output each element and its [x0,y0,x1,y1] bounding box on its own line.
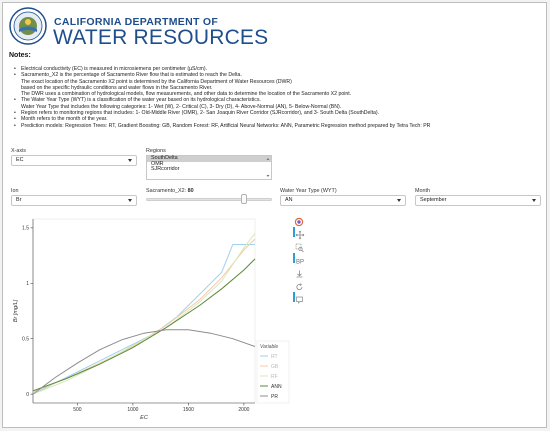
x-tick-label: 500 [73,407,82,413]
legend-label-gb[interactable]: GB [271,364,279,370]
notes-list: Electrical conductivity (EC) is measured… [12,66,541,129]
regions-option-southdelta[interactable]: SouthDelta [147,155,271,162]
note-item: Month refers to the month of the year. [14,116,541,123]
wyt-select-value: AN [285,197,293,203]
sacramento-x2-slider-handle[interactable] [241,194,248,204]
x-tick-label: 1000 [127,407,138,413]
sacramento-x2-label-text: Sacramento_X2: [146,188,187,194]
month-select-value: September [420,197,447,203]
note-item: Electrical conductivity (EC) is measured… [14,66,541,73]
ion-select[interactable]: Br [11,195,137,206]
y-tick-label: 0.5 [22,336,29,342]
legend-label-pr[interactable]: PR [271,394,278,400]
scroll-up-icon [266,158,270,160]
note-item: Prediction models: Regression Trees: RT,… [14,123,541,130]
ion-label: Ion [11,188,19,194]
note-item: Region refers to monitoring regions that… [14,110,541,117]
bp-tool-text: BP [296,260,304,266]
legend-title: Variable [260,344,278,350]
plot-area[interactable] [32,218,256,404]
note-item: The exact location of the Sacramento X2 … [21,78,292,85]
regions-option-omr[interactable]: OMR [151,160,164,167]
series-line-ann[interactable] [32,258,256,392]
note-item: The Water Year Type (WYT) is a classific… [14,97,541,104]
ion-chart[interactable]: 500 1000 1500 2000 0 0.5 1 1.5 EC Br [mg/L] Variab… [11,213,291,423]
hover-icon[interactable] [293,292,305,304]
y-tick-label: 1.5 [22,226,29,232]
x-tick-label: 1500 [183,407,194,413]
sacramento-x2-value: 80 [187,188,194,194]
chevron-down-icon [397,199,401,202]
legend-label-rf[interactable]: RF [271,374,278,380]
bokeh-logo-icon[interactable] [293,214,305,227]
chevron-down-icon [128,199,132,202]
box-zoom-icon[interactable] [293,240,305,253]
chevron-down-icon [128,159,132,162]
x-tick-label: 2000 [238,407,249,413]
scroll-down-icon [266,175,270,177]
note-item: The DWR uses a combination of hydrologic… [21,91,352,98]
xaxis-select[interactable]: EC [11,155,137,166]
sacramento-x2-slider[interactable] [146,198,272,201]
chevron-down-icon [532,199,536,202]
month-label: Month [415,188,430,194]
x-axis-label: EC [140,415,148,421]
note-item: Sacramento_X2 is the percentage of Sacra… [14,72,541,79]
regions-listbox[interactable]: SouthDelta OMR SJRcorridor [146,155,272,180]
sacramento-x2-label: Sacramento_X2: 80 [146,188,194,194]
app-frame: CALIFORNIA DEPARTMENT OF WATER RESOURCES… [2,2,547,428]
month-select[interactable]: September [415,195,541,206]
save-icon[interactable] [293,266,305,278]
legend-label-ann[interactable]: ANN [271,384,282,390]
y-tick-label: 1 [26,281,29,287]
regions-label: Regions [146,148,166,154]
ion-select-value: Br [16,197,22,203]
legend [256,340,290,404]
xaxis-select-value: EC [16,157,24,163]
bp-select-icon[interactable]: BP [293,253,305,266]
wyt-label: Water Year Type (WYT) [280,188,337,194]
y-axis-label: Br [mg/L] [13,299,19,322]
y-tick-label: 0 [26,392,29,398]
plot-toolbar: BP [293,214,305,304]
wyt-select[interactable]: AN [280,195,406,206]
note-item: Water Year Type that includes the follow… [21,103,342,110]
series-line-pr[interactable] [32,329,256,395]
org-name-main: WATER RESOURCES [53,26,269,49]
regions-option-sjrcorridor[interactable]: SJRcorridor [151,166,180,173]
xaxis-label: X-axis [11,148,26,154]
pan-icon[interactable] [293,227,305,240]
reset-icon[interactable] [293,279,305,290]
legend-label-rt[interactable]: RT [271,354,278,360]
listbox-scrollbar[interactable] [266,157,270,178]
notes-title: Notes: [9,52,31,59]
note-item: based on the specific hydraulic conditio… [21,84,213,91]
org-name-top: CALIFORNIA DEPARTMENT OF [54,16,219,28]
dwr-seal-logo [9,7,47,45]
